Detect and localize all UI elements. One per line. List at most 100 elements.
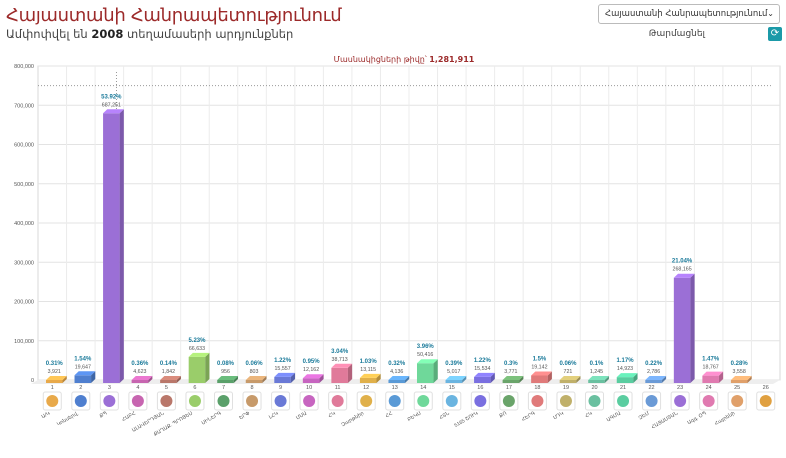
party-logo-mark (445, 395, 458, 407)
category-label: 11 (335, 385, 341, 391)
bar-top (730, 376, 752, 380)
party-logo-mark (417, 395, 430, 407)
category-label: 10 (306, 385, 312, 391)
party-logo-mark (360, 395, 373, 407)
subtitle-count: 2008 (91, 27, 124, 41)
bar-side (91, 371, 96, 383)
bar-side (347, 363, 353, 383)
bar (645, 380, 662, 383)
party-logo-mark (331, 395, 344, 407)
bar-percent-label: 1.22% (474, 358, 492, 364)
bar-side (119, 109, 124, 384)
bar-top (416, 359, 438, 364)
bar-side (718, 371, 724, 383)
y-tick-label: 300,000 (14, 260, 34, 266)
party-logo-mark (103, 395, 116, 407)
bar-count-label: 268,165 (673, 267, 692, 273)
party-logo-mark (702, 395, 715, 407)
party-logo-mark (303, 395, 316, 407)
bar-count-label: 721 (564, 369, 573, 375)
bar-percent-label: 1.54% (74, 356, 92, 362)
party-name-label: ՍԻՆԵՐԳ (201, 410, 223, 426)
party-logo-mark (246, 395, 259, 407)
bar-count-label: 15,534 (474, 366, 490, 372)
bar-percent-label: 1.22% (274, 358, 292, 364)
bar-percent-label: 5.23% (188, 338, 206, 344)
bar (188, 356, 206, 383)
bar-count-label: 3,558 (733, 369, 746, 375)
bar-percent-label: 0.28% (731, 361, 749, 367)
party-logo-mark (46, 395, 59, 407)
party-logo-mark (502, 395, 515, 407)
bar (502, 380, 520, 383)
bar (359, 377, 377, 383)
party-name-label: ԱԳՄԱ (606, 410, 622, 423)
bar-top (245, 376, 267, 380)
region-select-value: Հայաստանի Հանրապետությունում (605, 9, 768, 19)
party-name-label: ՀԿ (584, 410, 594, 419)
total-voters-text: Մասնակիցների թիվը՝ (334, 54, 430, 64)
bar (160, 380, 177, 383)
region-select[interactable]: Հայաստանի Հանրապետությունում ⌄ (598, 4, 780, 24)
y-tick-label: 800,000 (14, 64, 34, 70)
bar-top (445, 376, 467, 380)
bar-top (559, 376, 581, 380)
party-logo-mark (531, 395, 544, 407)
bar-count-label: 687,251 (102, 102, 121, 108)
bar-count-label: 956 (221, 369, 230, 375)
party-name-label: ԼՀԿ (268, 410, 280, 420)
party-name-label: ՀԱԲՀ (121, 410, 137, 423)
bar-top (588, 376, 609, 380)
party-name-label: Կոնսերվ. (56, 411, 80, 428)
party-name-label: Զարթնիր (340, 411, 365, 429)
bar (588, 380, 605, 383)
refresh-label: Թարմացնել (648, 29, 705, 39)
category-label: 15 (449, 385, 455, 391)
party-name-label: ՍԴԿ (552, 410, 565, 421)
bar-count-label: 38,713 (332, 357, 348, 363)
bar-percent-label: 0.3% (504, 361, 518, 367)
bar-top (331, 363, 353, 368)
category-label: 26 (763, 385, 769, 391)
category-label: 17 (506, 385, 512, 391)
total-voters-value: 1,281,911 (429, 55, 474, 64)
bar-percent-label: 3.04% (331, 349, 349, 355)
bar-top (531, 371, 552, 376)
category-label: 16 (477, 385, 483, 391)
party-name-label: ԶԵՄ (638, 411, 651, 422)
bar-percent-label: 1.47% (702, 357, 720, 363)
bar-count-label: 3,921 (48, 369, 61, 375)
category-label: 12 (363, 385, 369, 391)
bar-top (74, 371, 96, 376)
y-tick-label: 100,000 (14, 339, 34, 345)
party-name-label: Ա/Կ (41, 410, 52, 420)
bar-side (690, 273, 695, 383)
party-logo-mark (759, 395, 772, 407)
category-label: 22 (649, 385, 655, 391)
party-name-label: ԵՐՓ (238, 411, 251, 422)
refresh-icon[interactable]: ⟳ (768, 27, 782, 41)
bar-percent-label: 0.22% (645, 361, 663, 367)
bar-count-label: 19,647 (75, 364, 91, 370)
bar-percent-label: 0.39% (445, 361, 463, 367)
party-logo-mark (188, 395, 201, 407)
party-name-label: ՀԵՐԳ (521, 410, 537, 423)
category-label: 20 (591, 385, 597, 391)
category-label: 9 (279, 385, 282, 391)
bar-side (462, 376, 467, 383)
bar-percent-label: 0.08% (217, 361, 235, 367)
bar (74, 375, 92, 383)
bar (331, 367, 348, 383)
bar-side (490, 372, 495, 383)
bar (245, 380, 263, 383)
bar (388, 380, 406, 383)
bar (702, 375, 719, 383)
category-label: 2 (79, 385, 82, 391)
bar-side (633, 373, 638, 383)
bar-side (661, 376, 667, 383)
bar-side (547, 371, 552, 383)
party-logo-mark (731, 395, 744, 407)
y-tick-label: 700,000 (14, 103, 34, 109)
bar-top (103, 109, 124, 114)
category-label: 3 (108, 385, 111, 391)
